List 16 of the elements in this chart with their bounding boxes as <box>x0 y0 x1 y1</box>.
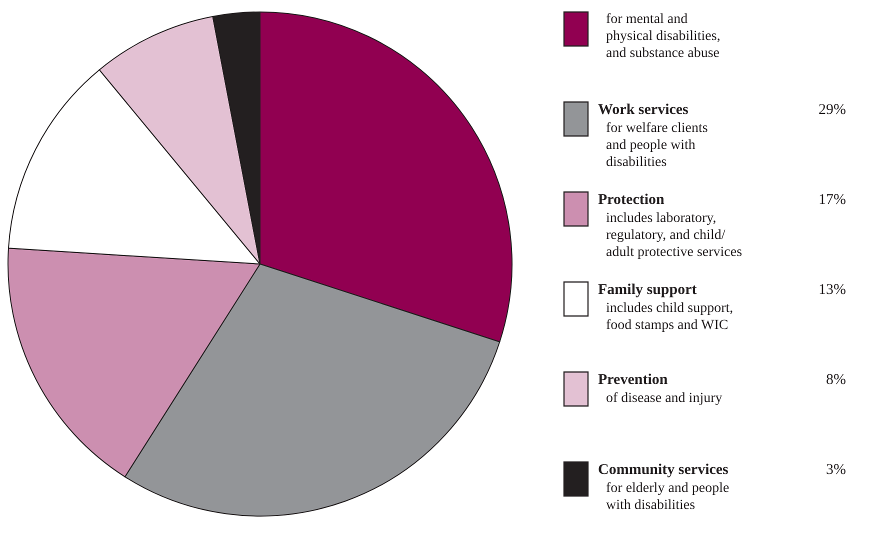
data-label: 8% <box>826 372 846 388</box>
legend-label: Community services <box>598 462 729 478</box>
data-label: 3% <box>826 462 846 478</box>
data-label: 29% <box>818 102 846 118</box>
legend-label: Work services <box>598 102 689 118</box>
legend-label: Protection <box>598 192 666 208</box>
data-label: 17% <box>818 192 846 208</box>
legend-label: Prevention <box>598 372 668 388</box>
legend-label: Family support <box>598 282 697 298</box>
text: includes child support, food stamps and WIC <box>606 301 734 333</box>
text: for welfare clients and people with disabilities <box>606 121 708 170</box>
text: includes laboratory, regulatory, and child/ adult protective services <box>606 211 742 260</box>
text: for elderly and people with disabilities <box>606 481 730 513</box>
text: for mental and physical disabilities, and substance abuse <box>606 12 720 61</box>
data-label: 13% <box>818 282 846 298</box>
text: of disease and injury <box>606 391 722 406</box>
